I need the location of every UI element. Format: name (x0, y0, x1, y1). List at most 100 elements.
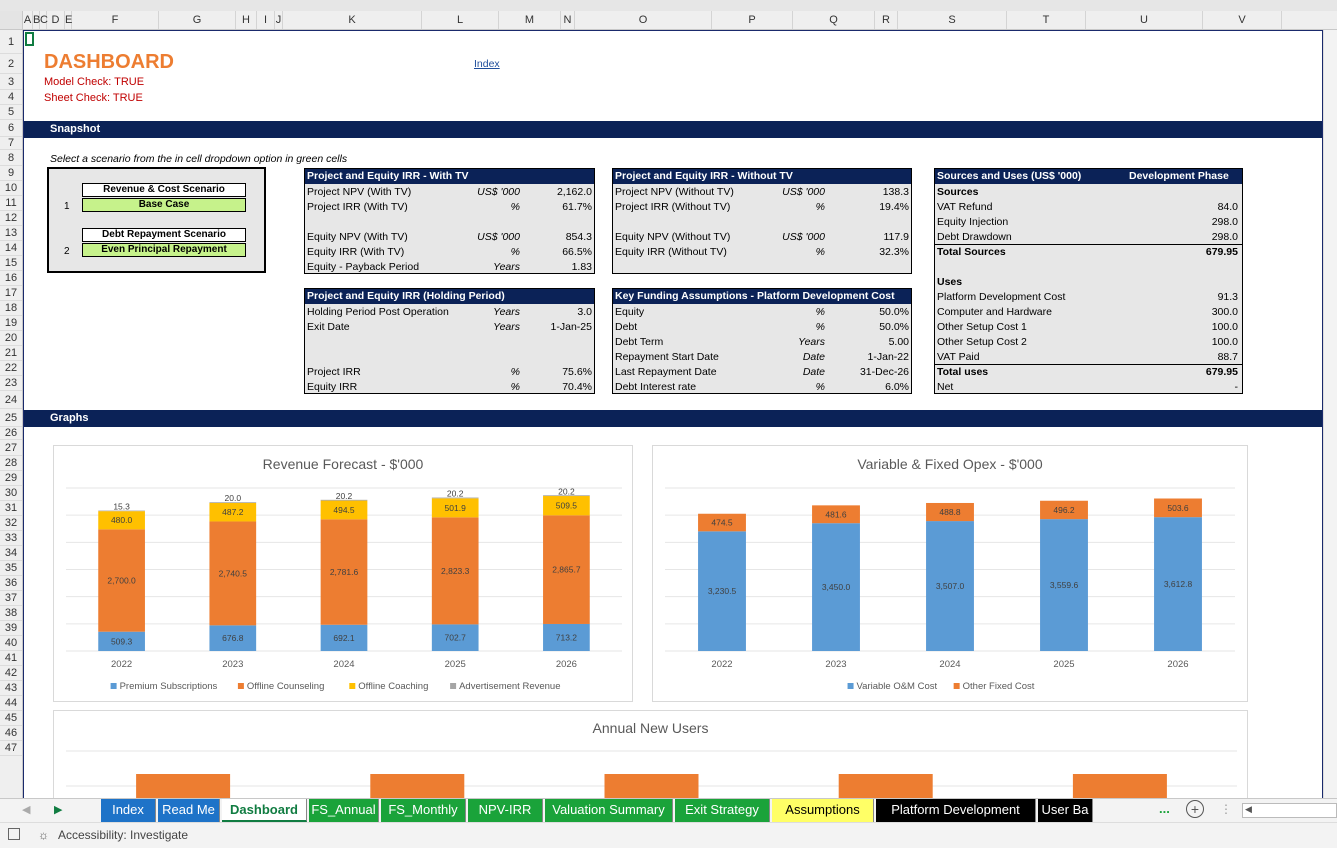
column-header-h[interactable]: H (236, 11, 257, 29)
tab-read-me[interactable]: Read Me (158, 799, 220, 822)
row-header-24[interactable]: 24 (0, 391, 22, 409)
tab-splitter-icon[interactable]: ⋮ (1220, 802, 1232, 816)
opex-chart-bar[interactable] (1040, 519, 1088, 651)
column-header-c[interactable]: C (40, 11, 48, 29)
opex-chart-bar[interactable] (1040, 500, 1088, 520)
row-header-46[interactable]: 46 (0, 726, 22, 741)
row-header-29[interactable]: 29 (0, 471, 22, 486)
opex-chart-bar[interactable] (698, 513, 746, 532)
new-users-bar[interactable] (136, 774, 231, 798)
tab-index[interactable]: Index (101, 799, 156, 822)
row-header-42[interactable]: 42 (0, 666, 22, 681)
row-header-39[interactable]: 39 (0, 621, 22, 636)
column-header-f[interactable]: F (72, 11, 159, 29)
row-header-12[interactable]: 12 (0, 211, 22, 226)
row-header-35[interactable]: 35 (0, 561, 22, 576)
column-header-v[interactable]: V (1203, 11, 1282, 29)
vertical-scrollbar[interactable] (1323, 30, 1337, 798)
row-header-36[interactable]: 36 (0, 576, 22, 591)
column-header-q[interactable]: Q (793, 11, 875, 29)
row-header-18[interactable]: 18 (0, 301, 22, 316)
tab-dashboard[interactable]: Dashboard (222, 799, 307, 822)
row-header-5[interactable]: 5 (0, 105, 22, 120)
revenue-chart-bar[interactable] (431, 517, 479, 625)
revenue-chart-bar[interactable] (98, 510, 145, 512)
revenue-chart-bar[interactable] (209, 521, 257, 626)
row-header-7[interactable]: 7 (0, 137, 22, 150)
opex-chart-bar[interactable] (1154, 498, 1202, 518)
row-header-8[interactable]: 8 (0, 150, 22, 166)
row-header-28[interactable]: 28 (0, 456, 22, 471)
revenue-chart-bar[interactable] (543, 515, 590, 624)
row-header-41[interactable]: 41 (0, 651, 22, 666)
row-header-9[interactable]: 9 (0, 166, 22, 181)
revenue-chart[interactable]: Revenue Forecast - $'000 509.3 2,700.0 480… (53, 445, 633, 702)
accessibility-status[interactable]: Accessibility: Investigate (58, 828, 189, 842)
column-header-l[interactable]: L (422, 11, 499, 29)
opex-chart[interactable]: Variable & Fixed Opex - $'000 3,230.5 474… (652, 445, 1248, 702)
index-link[interactable]: Index (474, 58, 500, 70)
opex-chart-bar[interactable] (812, 523, 860, 651)
select-all-corner[interactable] (0, 11, 23, 30)
row-header-10[interactable]: 10 (0, 181, 22, 196)
revenue-chart-bar[interactable] (98, 631, 145, 651)
revenue-chart-bar[interactable] (98, 511, 145, 530)
revenue-chart-bar[interactable] (543, 496, 590, 516)
column-header-j[interactable]: J (275, 11, 283, 29)
column-header-r[interactable]: R (875, 11, 898, 29)
row-header-37[interactable]: 37 (0, 591, 22, 606)
row-header-17[interactable]: 17 (0, 286, 22, 301)
column-header-o[interactable]: O (575, 11, 712, 29)
column-header-k[interactable]: K (283, 11, 422, 29)
column-header-a[interactable]: A (23, 11, 33, 29)
row-header-15[interactable]: 15 (0, 256, 22, 271)
opex-chart-bar[interactable] (698, 531, 746, 651)
column-header-n[interactable]: N (561, 11, 575, 29)
column-header-m[interactable]: M (499, 11, 561, 29)
row-header-21[interactable]: 21 (0, 346, 22, 361)
row-header-40[interactable]: 40 (0, 636, 22, 651)
row-header-45[interactable]: 45 (0, 711, 22, 726)
horizontal-scrollbar[interactable]: ◀ (1242, 803, 1337, 818)
column-header-b[interactable]: B (33, 11, 40, 29)
row-header-16[interactable]: 16 (0, 271, 22, 286)
column-header-t[interactable]: T (1007, 11, 1086, 29)
revenue-chart-bar[interactable] (543, 623, 590, 651)
row-header-23[interactable]: 23 (0, 376, 22, 391)
row-header-4[interactable]: 4 (0, 90, 22, 105)
revenue-chart-bar[interactable] (431, 497, 479, 499)
opex-chart-bar[interactable] (926, 502, 974, 522)
tab-user-ba[interactable]: User Ba (1038, 799, 1093, 822)
revenue-chart-bar[interactable] (209, 502, 257, 503)
revenue-scenario-dropdown[interactable]: Base Case (82, 198, 246, 212)
revenue-chart-bar[interactable] (209, 625, 257, 651)
tab-npv-irr[interactable]: NPV-IRR (468, 799, 543, 822)
tab-fs-monthly[interactable]: FS_Monthly (381, 799, 466, 822)
opex-chart-bar[interactable] (1154, 517, 1202, 651)
tab-platform-development[interactable]: Platform Development (876, 799, 1036, 822)
column-header-e[interactable]: E (65, 11, 72, 29)
column-header-d[interactable]: D (47, 11, 65, 29)
row-header-27[interactable]: 27 (0, 440, 22, 456)
row-header-14[interactable]: 14 (0, 241, 22, 256)
new-users-bar[interactable] (838, 774, 933, 798)
row-header-3[interactable]: 3 (0, 74, 22, 90)
row-header-43[interactable]: 43 (0, 681, 22, 696)
row-header-47[interactable]: 47 (0, 741, 22, 756)
revenue-chart-bar[interactable] (209, 502, 257, 522)
new-users-bar[interactable] (370, 774, 465, 798)
tab-assumptions[interactable]: Assumptions (772, 799, 874, 822)
row-header-38[interactable]: 38 (0, 606, 22, 621)
revenue-chart-bar[interactable] (98, 529, 145, 632)
macro-record-icon[interactable] (8, 828, 20, 840)
new-users-bar[interactable] (604, 774, 699, 798)
revenue-chart-bar[interactable] (431, 624, 479, 651)
scroll-left-icon[interactable]: ◀ (1245, 804, 1252, 814)
row-header-1[interactable]: 1 (0, 30, 22, 54)
revenue-chart-bar[interactable] (543, 495, 590, 497)
row-header-30[interactable]: 30 (0, 486, 22, 501)
row-header-20[interactable]: 20 (0, 331, 22, 346)
tab-valuation-summary[interactable]: Valuation Summary (545, 799, 673, 822)
row-header-13[interactable]: 13 (0, 226, 22, 241)
column-header-u[interactable]: U (1086, 11, 1203, 29)
